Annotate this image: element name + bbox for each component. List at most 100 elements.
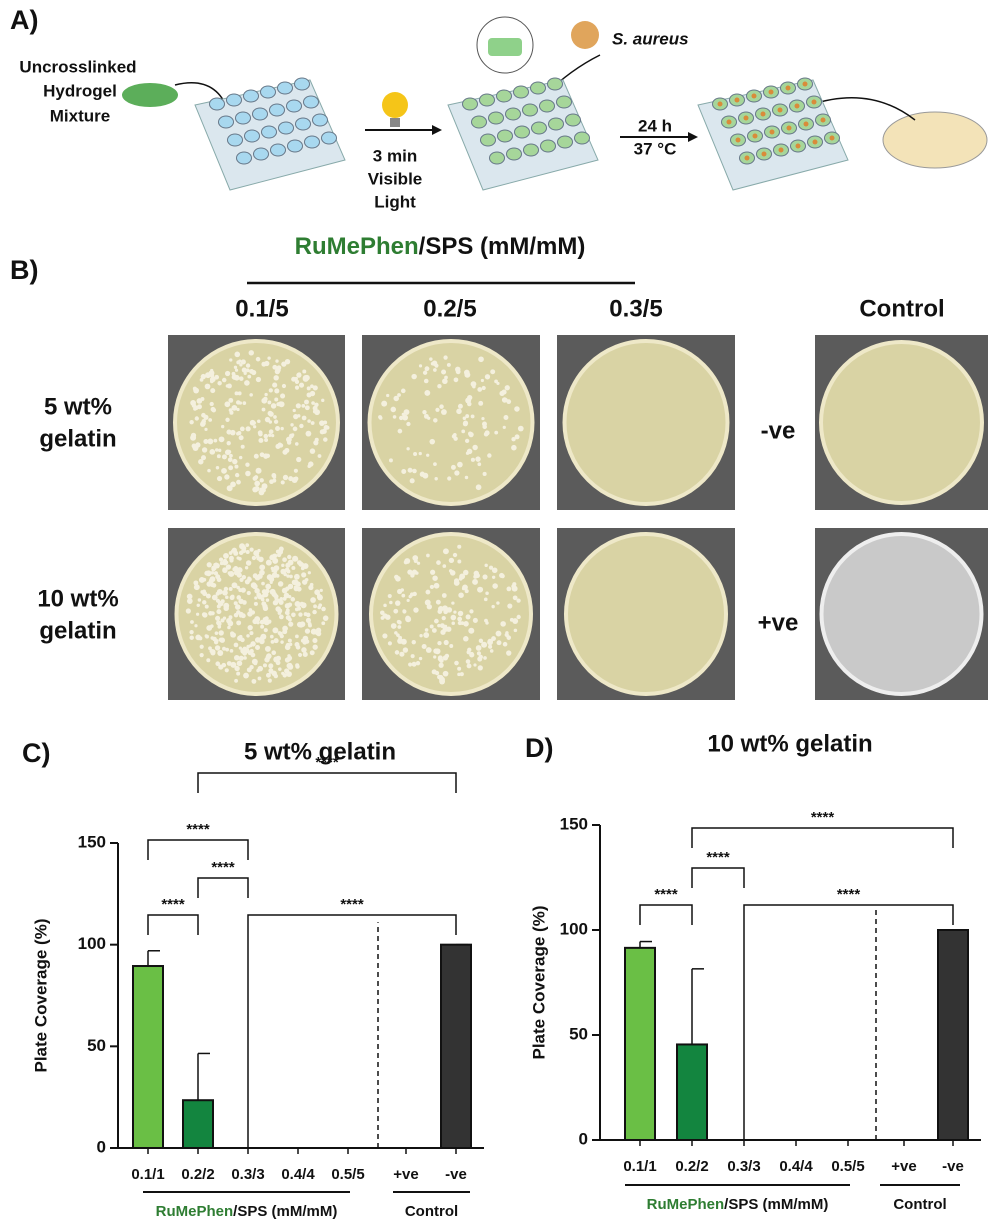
x-tick-label: 0.2/2 — [675, 1158, 708, 1175]
colony — [309, 390, 316, 397]
colony — [186, 593, 193, 600]
colony — [308, 623, 312, 628]
colony — [321, 606, 326, 612]
colony — [280, 569, 285, 573]
colony — [292, 579, 299, 586]
colony — [230, 429, 236, 436]
colony — [402, 609, 406, 613]
colony — [280, 640, 284, 644]
colony — [210, 611, 215, 616]
colony — [399, 651, 405, 657]
colony — [202, 600, 207, 605]
colony — [443, 639, 449, 646]
colony — [225, 595, 229, 600]
schematic-text: Hydrogel — [43, 81, 117, 100]
row-label: 5 wt% — [44, 393, 112, 420]
colony — [435, 599, 441, 605]
colony — [263, 592, 267, 596]
well — [243, 89, 259, 103]
colony — [385, 614, 391, 620]
well — [557, 135, 573, 149]
colony — [284, 447, 290, 453]
colony — [316, 594, 323, 600]
well — [244, 129, 260, 143]
colony — [309, 448, 316, 454]
colony — [467, 431, 473, 436]
colony — [193, 407, 197, 411]
x-tick-label: 0.1/1 — [131, 1166, 164, 1183]
colony — [418, 364, 423, 368]
well — [462, 97, 478, 111]
well — [471, 115, 487, 129]
colony — [411, 373, 417, 380]
colony — [199, 644, 204, 649]
colony — [483, 431, 489, 437]
colony — [465, 414, 470, 419]
colony — [226, 449, 232, 454]
group-label-part: Control — [405, 1203, 458, 1220]
colony — [231, 582, 238, 589]
bulb — [382, 92, 408, 118]
colony — [225, 564, 232, 570]
colony — [424, 628, 429, 632]
colony — [406, 447, 410, 451]
colony — [261, 483, 268, 490]
colony — [319, 588, 323, 593]
colony — [260, 597, 265, 602]
colony — [778, 147, 784, 153]
colony — [502, 641, 508, 647]
colony — [409, 592, 415, 597]
colony — [199, 653, 204, 658]
colony — [221, 467, 227, 474]
group-label-part: RuMePhen — [647, 1196, 725, 1213]
colony — [475, 645, 482, 651]
schematic — [122, 16, 988, 169]
well — [260, 85, 276, 99]
colony — [794, 103, 800, 109]
colony — [309, 582, 314, 587]
colony — [301, 415, 307, 421]
colony — [211, 565, 217, 571]
colony — [418, 656, 423, 661]
colony — [457, 559, 462, 564]
colony — [280, 426, 284, 431]
colony — [506, 586, 512, 592]
colony — [271, 650, 277, 656]
colony — [439, 623, 445, 629]
colony — [215, 661, 221, 667]
colony — [189, 630, 194, 635]
colony — [475, 484, 482, 491]
colony — [262, 663, 268, 668]
colony — [271, 403, 276, 408]
colony — [217, 650, 224, 656]
colony — [232, 458, 238, 465]
colony — [207, 438, 214, 445]
colony — [308, 461, 314, 467]
colony — [487, 453, 492, 458]
colony — [247, 625, 253, 631]
colony — [442, 564, 447, 568]
colony — [226, 440, 231, 446]
colony — [401, 593, 406, 598]
colony — [264, 645, 271, 652]
colony — [802, 81, 808, 87]
colony — [470, 414, 475, 419]
significance-label: **** — [161, 896, 185, 913]
colony — [464, 438, 470, 444]
colony — [306, 386, 311, 391]
colony — [228, 570, 235, 577]
schematic-text: 37 °C — [634, 139, 677, 158]
colony — [812, 139, 818, 145]
colony — [390, 406, 397, 413]
colony — [483, 597, 488, 602]
colony — [459, 573, 466, 580]
colony — [803, 121, 809, 127]
colony — [431, 360, 438, 366]
well — [226, 93, 242, 107]
y-tick-label: 150 — [78, 832, 106, 851]
colony — [204, 427, 208, 431]
colony — [211, 594, 218, 601]
colony — [489, 639, 494, 643]
colony — [301, 647, 307, 653]
colony — [238, 646, 242, 650]
